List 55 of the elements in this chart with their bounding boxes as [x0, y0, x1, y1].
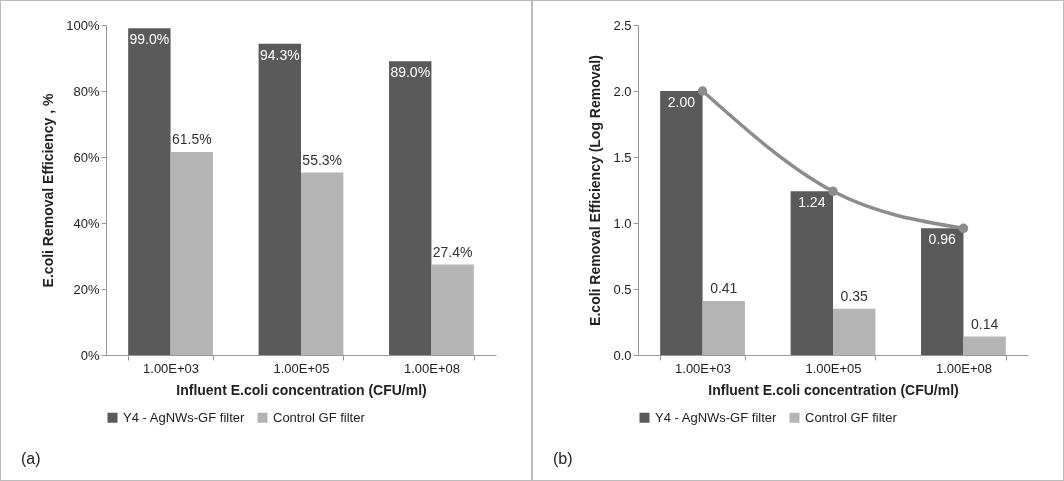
bar	[833, 308, 876, 355]
data-label: 2.00	[667, 94, 696, 110]
data-label: 0.14	[971, 315, 999, 332]
bar	[702, 300, 745, 355]
data-label: 61.5%	[171, 131, 212, 148]
x-tick-label: 1.00E+08	[935, 360, 992, 376]
x-tick-label: 1.00E+05	[805, 360, 862, 376]
y-tick-label: 40%	[73, 215, 100, 231]
legend-label: Control GF filter	[805, 409, 898, 425]
y-tick-label: 100%	[66, 17, 100, 33]
x-tick-label: 1.00E+03	[143, 360, 200, 376]
y-tick-label: 80%	[73, 83, 100, 99]
bar	[258, 43, 301, 355]
bar	[921, 228, 964, 355]
x-axis-title: Influent E.coli concentration (CFU/ml)	[708, 381, 959, 398]
x-axis-title: Influent E.coli concentration (CFU/ml)	[176, 381, 427, 398]
text: (a)	[21, 450, 41, 467]
legend-label: Y4 - AgNWs-GF filter	[123, 409, 246, 425]
data-label: 0.35	[840, 287, 869, 304]
x-tick-label: 1.00E+03	[675, 360, 732, 376]
bar	[389, 61, 432, 355]
data-label: 1.24	[798, 194, 826, 211]
point	[828, 186, 838, 197]
y-tick-label: 1.0	[613, 215, 632, 231]
data-label: 89.0%	[390, 64, 431, 81]
point	[697, 86, 708, 96]
y-axis-title: E.coli Removal Efficiency (Log Removal)	[587, 55, 604, 326]
data-label: 0.96	[928, 231, 957, 248]
y-tick-label: 0.5	[613, 281, 632, 297]
data-label: 27.4%	[432, 243, 473, 260]
data-label: 94.3%	[259, 46, 300, 63]
text: (b)	[553, 450, 573, 467]
bar	[963, 336, 1006, 355]
y-tick-label: 0%	[80, 347, 100, 363]
bar	[660, 91, 703, 355]
legend-label: Control GF filter	[273, 409, 366, 425]
y-tick-label: 2.0	[613, 83, 632, 99]
bar	[790, 191, 833, 355]
y-tick-label: 2.5	[613, 17, 632, 33]
x-tick-label: 1.00E+05	[273, 360, 330, 376]
data-label: 55.3%	[302, 151, 343, 168]
legend-label: Y4 - AgNWs-GF filter	[655, 409, 778, 425]
data-label: 99.0%	[129, 31, 170, 48]
x-tick-label: 1.00E+08	[403, 360, 460, 376]
bar	[431, 264, 474, 355]
bar	[301, 172, 344, 355]
bar	[170, 152, 213, 355]
data-label: 0.41	[710, 279, 738, 296]
bar	[128, 28, 171, 355]
y-axis-title: E.coli Removal Efficiency , %	[40, 93, 57, 288]
y-tick-label: 1.5	[613, 149, 632, 165]
point	[958, 223, 969, 234]
y-tick-label: 20%	[73, 281, 100, 297]
y-tick-label: 0.0	[613, 347, 632, 363]
y-tick-label: 60%	[73, 149, 100, 165]
